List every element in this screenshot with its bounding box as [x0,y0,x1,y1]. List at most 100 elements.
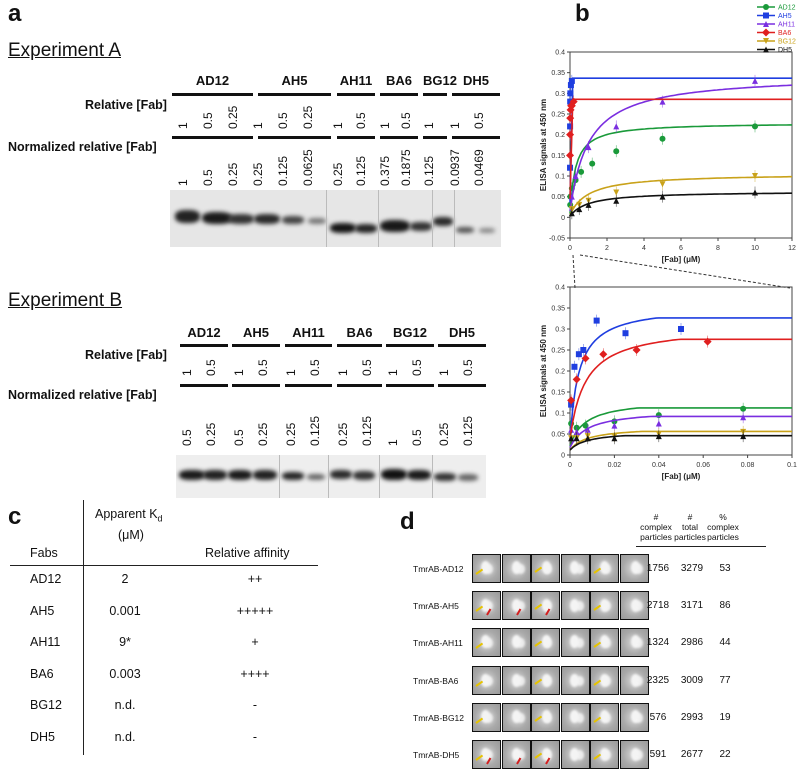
panel-d-row-label-2: TmrAB-AH11 [413,638,463,649]
relative-b-lane-4: 1 [284,369,298,376]
relative-a-lane-8: 1 [378,122,392,129]
panel-d-header-rule [636,546,766,547]
chart-top-point-ah11-2 [585,144,592,151]
chart-top-legend-label-5: DH5 [778,47,792,54]
chart-top-xtick-label-2: 4 [642,245,646,252]
table-c-affinity-5: - [252,729,258,744]
table-c-affinity-2: + [251,635,259,649]
experiment-a-title: Experiment A [8,40,121,61]
chart-top-legend-marker-3 [762,28,770,37]
normalized-a-lane-5: 0.0625 [301,149,315,186]
em-blob-a-5-3 [569,748,579,761]
relative-a-lane-0: 1 [176,122,190,129]
panel-d-total-2: 2986 [680,637,704,649]
chart-top-point-ah5-5 [568,77,575,84]
table-c-kd-1: 0.001 [109,603,141,618]
chart-top-point-ba6-6 [569,97,578,106]
fab-bar-a-1 [258,93,331,96]
relative-a-lane-9: 0.5 [399,112,413,129]
panel-d-row-label-3: TmrAB-BA6 [413,675,459,686]
normalized-b-lane-5: 0.125 [308,415,322,446]
normalized-a-lane-8: 0.375 [378,155,392,186]
chart-bot-series-ah5 [568,314,792,440]
table-c-fab-5: DH5 [30,729,56,744]
em-class-4-1 [501,702,531,732]
relative-a-lane-7: 0.5 [354,112,368,129]
panel-d-pct-0: 53 [719,563,731,574]
table-c-header-fabs: Fabs [30,546,58,560]
fab-label-b-ba6: BA6 [346,325,373,340]
chart-top-fit-ba6 [569,98,792,199]
chart-bot-point-ba6-1 [572,375,581,384]
table-c-header-unit: (μM) [118,528,144,542]
relative-b-lane-2: 1 [232,369,246,376]
panel-d-total-3: 3009 [680,674,704,686]
chart-top-ytick-label-1: 0 [561,215,565,222]
table-c-rule [10,565,318,566]
em-blob-b-5-5 [634,750,643,760]
normalized-a-lane-2: 0.25 [226,162,240,186]
table-c-fab-3: BA6 [30,666,54,681]
elisa-chart-zoom-range: 0 0.05 0.1 0.15 0.2 0.25 0.3 0.35 0.4 0 0.02 0.04 0.… [539,285,797,482]
panel-d-header-2: % complex particles [701,512,745,542]
em-class-4-5 [619,702,649,732]
relative-a-lane-3: 1 [251,122,265,129]
chart-bot-xtick-label-4: 0.08 [741,462,755,469]
relative-b-lane-9: 0.5 [410,359,424,376]
fab-bar-a2-2 [337,136,375,139]
chart-bot-point-dh5-0 [568,435,575,442]
fab-bar-a-5 [452,93,500,96]
em-blob-b-5-1 [516,750,525,760]
chart-top-point-ah11-3 [613,123,620,130]
em-blob-b-3-1 [516,675,525,686]
chart-top-legend-label-0: AD12 [778,5,796,12]
chart-bot-fit-dh5 [569,434,792,451]
panel-d-header-1-line-1: total [681,522,699,532]
fab-label-a-ah5: AH5 [281,73,308,88]
fab-bar-a-0 [172,93,253,96]
panel-d-header-2-line-2: particles [707,532,739,542]
chart-bot-frame [569,286,793,456]
em-blob-b-5-2 [544,750,552,760]
chart-bot-xtick-label-2: 0.04 [652,462,666,469]
em-blob-b-1-5 [634,601,643,612]
chart-top-point-dh5-3 [613,197,620,204]
chart-top-legend-label-2: AH11 [778,22,795,29]
relative-b-lane-6: 1 [336,369,350,376]
em-class-3-3 [560,665,590,695]
normalized-b-lane-8: 1 [386,439,400,446]
normalized-a-lane-10: 0.125 [422,155,436,186]
chart-bot-ylabel: ELISA signals at 450 nm [539,325,548,417]
em-class-4-0 [472,702,501,732]
table-c-kd-2: 9* [119,635,131,649]
panel-d-header-0-line-0: # [653,512,659,522]
chart-top-fit-ah11 [569,84,793,212]
table-c-affinity-1: +++++ [236,603,274,618]
fab-bar-a2-4 [423,136,447,139]
chart-bot-series-ba6 [567,335,792,439]
em-blob-b-4-4 [603,712,611,723]
panel-d-header-0-line-1: complex [640,522,672,532]
panel-d-row-label-5: TmrAB-DH5 [413,750,460,760]
panel-d-pct-1: 86 [719,600,731,612]
chart-bot-point-ah5-6 [678,326,684,332]
table-c-fab-4: BG12 [30,698,62,712]
chart-bot-point-ah5-3 [580,347,587,353]
panel-letter-b: b [575,0,590,27]
fab-label-b-dh5: DH5 [448,325,475,340]
em-blob-a-0-1 [511,561,521,574]
em-blob-b-4-3 [575,712,584,723]
chart-bot-point-ad12-4 [655,412,662,419]
em-blob-b-0-4 [603,564,611,574]
panel-d-header-1: # total particles [668,512,712,542]
fab-bar-a2-0 [172,136,253,139]
chart-top-legend-label-4: BG12 [778,39,796,46]
em-class-2-2 [531,628,560,658]
normalized-a-lane-12: 0.0469 [472,149,486,186]
em-class-1-5 [619,591,649,621]
em-class-1-0 [472,591,501,621]
fab-bar-b2-4 [386,384,434,387]
chart-top-point-ad12-8 [752,123,758,130]
